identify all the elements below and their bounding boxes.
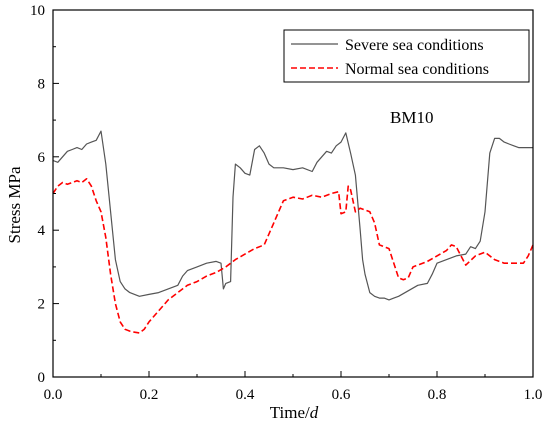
x-tick-label-0: 0.0 <box>44 387 63 403</box>
legend-label-severe: Severe sea conditions <box>345 37 484 54</box>
y-tick-label-5: 10 <box>30 3 45 19</box>
legend-label-normal: Normal sea conditions <box>345 61 489 78</box>
y-axis-title: Stress MPa <box>5 166 24 243</box>
x-axis-title: Time/d <box>270 403 319 422</box>
y-tick-label-1: 2 <box>38 297 46 313</box>
y-tick-label-4: 8 <box>38 76 46 92</box>
series-line-1 <box>52 178 534 334</box>
x-tick-label-1: 0.2 <box>140 387 159 403</box>
plot-area <box>52 130 534 334</box>
x-tick-label-5: 1.0 <box>524 387 543 403</box>
x-tick-label-3: 0.6 <box>332 387 351 403</box>
y-tick-label-0: 0 <box>38 370 46 386</box>
axes: 0.0 0.2 0.4 0.6 0.8 1.0 0 2 4 6 8 10 <box>30 3 542 403</box>
y-tick-label-2: 4 <box>38 223 46 239</box>
legend: Severe sea conditions Normal sea conditi… <box>283 29 530 83</box>
x-tick-label-2: 0.4 <box>236 387 255 403</box>
y-tick-label-3: 6 <box>38 150 46 166</box>
x-tick-label-4: 0.8 <box>428 387 447 403</box>
series-line-0 <box>52 130 533 301</box>
annotation-bm10: BM10 <box>390 108 433 127</box>
legend-box <box>283 29 530 83</box>
